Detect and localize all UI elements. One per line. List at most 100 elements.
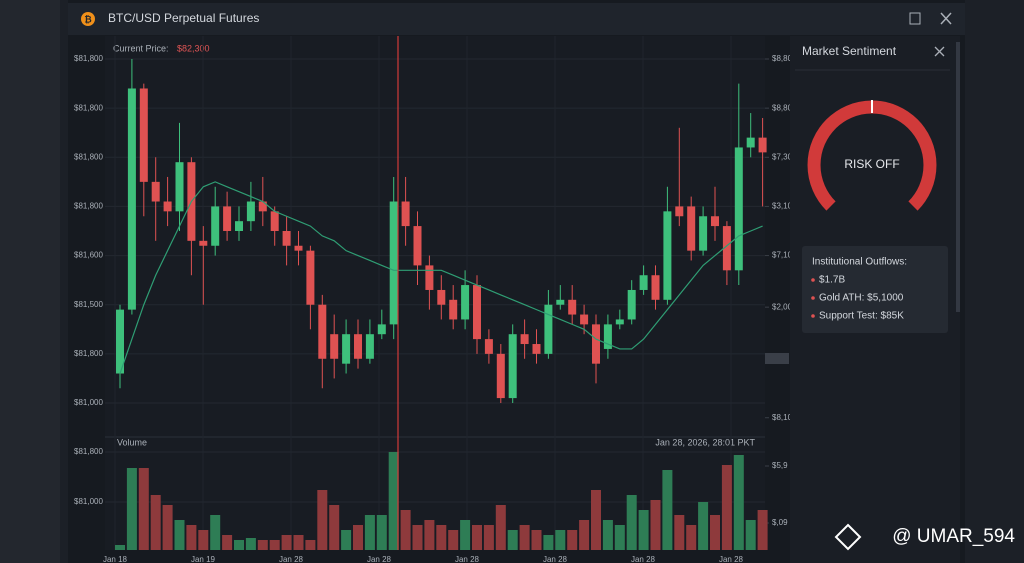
info-title: Institutional Outflows: bbox=[812, 257, 907, 268]
candle-body bbox=[663, 211, 672, 300]
volume-bar bbox=[210, 515, 221, 550]
candle-body bbox=[603, 324, 612, 349]
volume-bar bbox=[198, 530, 209, 550]
y-tick-label: $81,800 bbox=[74, 152, 103, 161]
bitcoin-icon bbox=[81, 12, 95, 26]
candle-body bbox=[556, 299, 565, 305]
info-item: $1.7B bbox=[819, 275, 845, 286]
volume-bar bbox=[412, 525, 423, 550]
export-button[interactable] bbox=[909, 12, 921, 25]
price-marker-box bbox=[765, 353, 789, 364]
candle-body bbox=[687, 206, 696, 251]
candle-body bbox=[294, 245, 303, 251]
x-tick-label: Jan 28 bbox=[455, 555, 480, 563]
scrollbar[interactable] bbox=[956, 42, 960, 312]
volume-bar bbox=[698, 502, 709, 550]
candle-body bbox=[651, 275, 660, 300]
volume-bar bbox=[222, 535, 233, 550]
bitcoin-glyph: ₿ bbox=[84, 14, 91, 24]
volume-bar bbox=[388, 452, 399, 550]
candle-body bbox=[258, 201, 267, 212]
volume-bar bbox=[126, 468, 137, 550]
candle-body bbox=[318, 304, 327, 359]
volume-bar bbox=[591, 490, 601, 550]
volume-bar bbox=[281, 535, 292, 550]
volume-label: Volume bbox=[117, 437, 147, 447]
candle-body bbox=[270, 211, 279, 231]
volume-tick-label: $81,800 bbox=[74, 447, 103, 456]
y2-tick-label: $8,10 bbox=[772, 413, 793, 422]
moving-average bbox=[119, 181, 763, 374]
y-tick-label: $81,000 bbox=[74, 398, 103, 407]
candle-body bbox=[520, 334, 529, 345]
volume-bar bbox=[495, 505, 506, 550]
y-tick-label: $81,800 bbox=[74, 349, 103, 358]
x-tick-label: Jan 18 bbox=[103, 555, 128, 563]
volume-bar bbox=[686, 525, 697, 550]
candle-body bbox=[139, 88, 148, 182]
volume-bar bbox=[329, 505, 340, 550]
volume-bar bbox=[519, 525, 530, 550]
sidebar-close[interactable] bbox=[934, 46, 945, 57]
candle-body bbox=[127, 88, 136, 310]
close-button[interactable] bbox=[940, 12, 952, 25]
volume-bar bbox=[364, 515, 375, 550]
candle-body bbox=[473, 285, 481, 340]
volume-bar bbox=[234, 540, 244, 550]
volume-bar bbox=[436, 525, 447, 550]
volume-bar bbox=[507, 530, 518, 550]
candle-body bbox=[711, 216, 719, 227]
title-bar bbox=[68, 3, 965, 35]
candle-body bbox=[365, 334, 374, 359]
candle-body bbox=[532, 344, 541, 354]
candle-body bbox=[449, 299, 458, 320]
candle-body bbox=[151, 181, 160, 202]
volume-bar bbox=[460, 520, 471, 550]
volume-bar bbox=[650, 500, 661, 550]
candle-body bbox=[675, 206, 684, 217]
bullet bbox=[811, 278, 815, 282]
y2-tick-label: $3,10 bbox=[772, 202, 793, 211]
volume-bar bbox=[353, 525, 363, 550]
y2-tick-label: $2,00 bbox=[772, 302, 793, 311]
candle-body bbox=[592, 324, 600, 364]
volume-bar bbox=[186, 525, 197, 550]
candle-body bbox=[568, 299, 577, 315]
volume-bar bbox=[448, 530, 459, 550]
candle-body bbox=[223, 206, 232, 231]
candle-body bbox=[211, 206, 220, 246]
volume-bar bbox=[662, 470, 673, 550]
x-tick-label: Jan 28 bbox=[279, 555, 304, 563]
y-tick-label: $81,800 bbox=[74, 103, 103, 112]
volume-bar bbox=[305, 540, 316, 550]
bullet bbox=[811, 314, 815, 318]
candle-body bbox=[639, 275, 648, 290]
candle-body bbox=[484, 339, 493, 354]
timestamp: Jan 28, 2026, 28:01 PKT bbox=[655, 437, 755, 447]
y2-tick-label: $8,80 bbox=[772, 54, 793, 63]
candle-body bbox=[199, 240, 208, 246]
volume-bar bbox=[602, 520, 613, 550]
candle-body bbox=[580, 314, 589, 325]
y2-tick-label: $7,10 bbox=[772, 251, 793, 260]
bullet bbox=[811, 296, 815, 300]
y-tick-label: $81,600 bbox=[74, 251, 103, 260]
candle-body bbox=[627, 289, 636, 320]
current-price: $82,300 bbox=[177, 43, 210, 53]
candle-body bbox=[282, 231, 291, 246]
candle-body bbox=[389, 201, 398, 325]
candle-body bbox=[508, 334, 517, 399]
current-price-label: Current Price: bbox=[113, 43, 169, 53]
candle-body bbox=[461, 285, 470, 320]
volume-bar bbox=[424, 520, 435, 550]
volume-bar bbox=[115, 545, 125, 550]
volume-bar bbox=[245, 538, 256, 550]
x-tick-label: Jan 28 bbox=[631, 555, 656, 563]
candle-body bbox=[496, 353, 505, 399]
volume-bar bbox=[555, 530, 566, 550]
candle-body bbox=[401, 201, 410, 227]
candle-body bbox=[306, 250, 315, 305]
candle-body bbox=[425, 265, 434, 290]
volume-bar bbox=[733, 455, 744, 550]
